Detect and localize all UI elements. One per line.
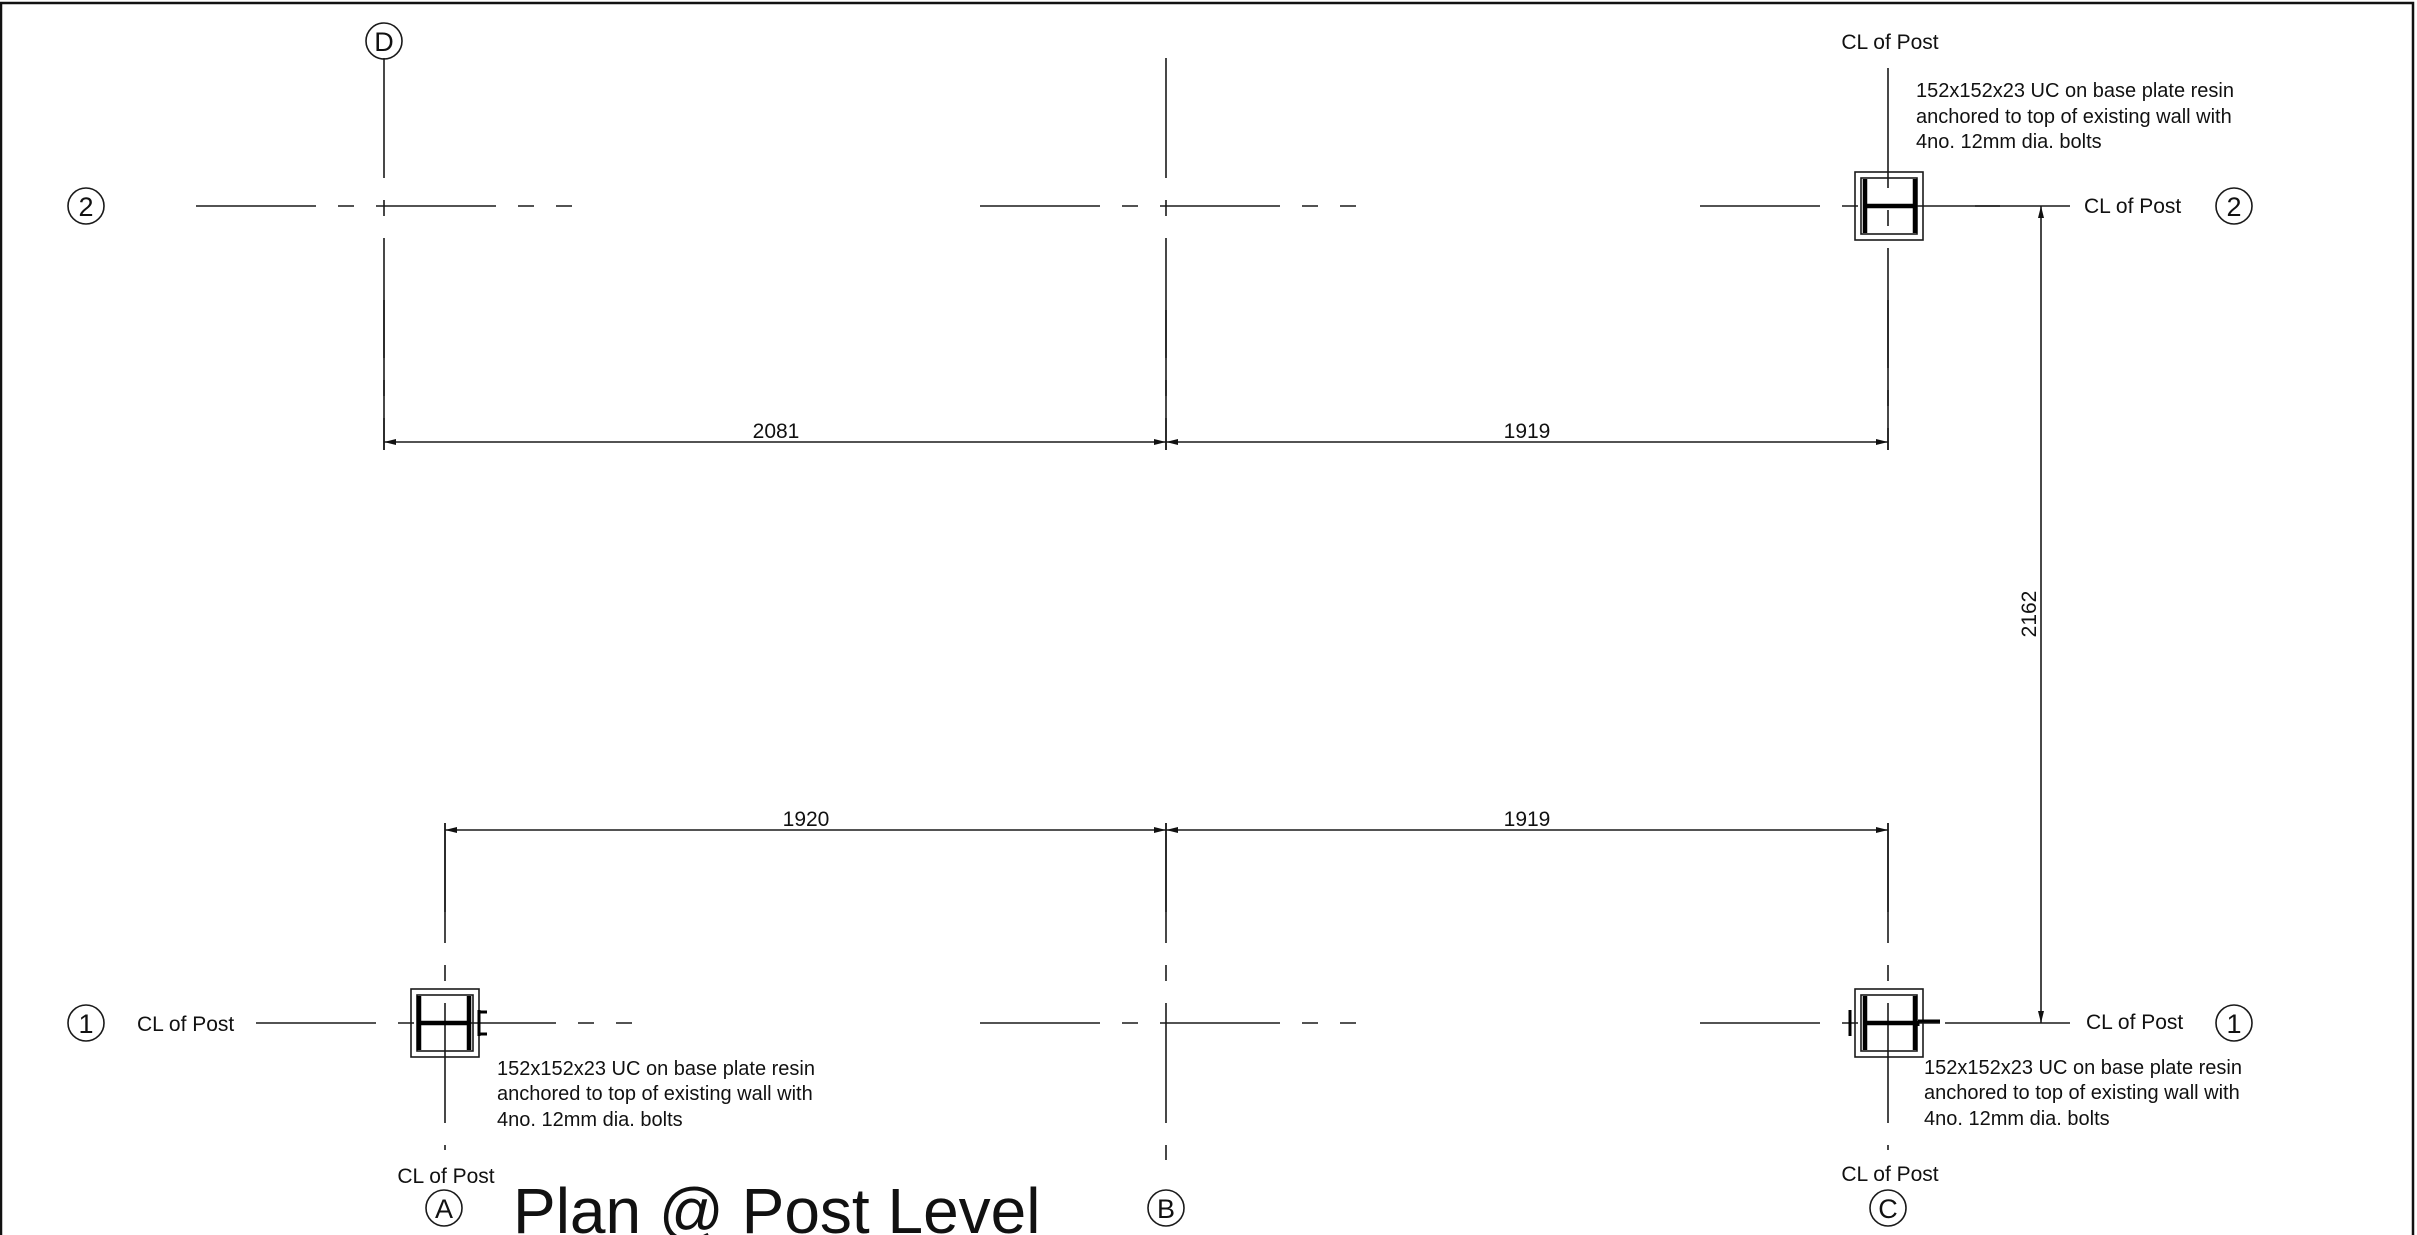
dimension-bottom-left: 1920 (444, 808, 1166, 912)
svg-text:1920: 1920 (783, 808, 830, 831)
cl-label-row-1-right: CL of Post (2086, 1011, 2183, 1034)
dimension-top-left: 2081 (383, 300, 1166, 450)
grid-bubble-D: D (365, 22, 403, 60)
svg-text:152x152x23 UC on base plate re: 152x152x23 UC on base plate resin (497, 1058, 815, 1080)
note-bottom-left: 152x152x23 UC on base plate resin anchor… (497, 1058, 815, 1131)
note-top-right: 152x152x23 UC on base plate resin anchor… (1916, 80, 2234, 153)
svg-text:4no. 12mm dia. bolts: 4no. 12mm dia. bolts (497, 1109, 683, 1131)
grid-bubble-A: A (425, 1189, 463, 1227)
svg-text:4no. 12mm dia. bolts: 4no. 12mm dia. bolts (1916, 131, 2102, 153)
svg-text:C: C (1878, 1194, 1898, 1224)
post-top-right (1854, 171, 1924, 241)
dimension-top-right: 1919 (1165, 300, 1889, 450)
cl-label-row-1-left: CL of Post (137, 1013, 234, 1036)
grid-bubble-C: C (1869, 1189, 1907, 1227)
cl-label-top-post-C: CL of Post (1841, 31, 1938, 54)
svg-text:1919: 1919 (1504, 420, 1551, 443)
grid-bubble-B: B (1147, 1189, 1185, 1227)
grid-bubble-1-left: 1 (67, 1004, 105, 1042)
svg-text:D: D (374, 27, 394, 57)
svg-text:1919: 1919 (1504, 808, 1551, 831)
svg-text:anchored to top of existing wa: anchored to top of existing wall with (1924, 1082, 2240, 1104)
note-bottom-right: 152x152x23 UC on base plate resin anchor… (1924, 1057, 2242, 1130)
cl-label-row-2: CL of Post (2084, 195, 2181, 218)
grid-bubble-1-right: 1 (2215, 1004, 2253, 1042)
drawing-title: Plan @ Post Level (513, 1175, 1040, 1235)
svg-text:2162: 2162 (2018, 591, 2041, 638)
svg-text:152x152x23 UC on base plate re: 152x152x23 UC on base plate resin (1916, 80, 2234, 102)
grid-bubble-2-left: 2 (67, 187, 105, 225)
svg-text:2: 2 (2226, 192, 2241, 222)
dimension-bottom-right: 1919 (1165, 808, 1889, 912)
grid-bubble-2-right: 2 (2215, 187, 2253, 225)
cl-label-bottom-post-A: CL of Post (397, 1165, 494, 1188)
svg-text:anchored to top of existing wa: anchored to top of existing wall with (1916, 106, 2232, 128)
svg-text:152x152x23 UC on base plate re: 152x152x23 UC on base plate resin (1924, 1057, 2242, 1079)
svg-text:A: A (435, 1194, 453, 1224)
svg-text:1: 1 (2226, 1009, 2241, 1039)
dimension-vertical-right: 2162 (2018, 206, 2044, 1023)
svg-text:anchored to top of existing wa: anchored to top of existing wall with (497, 1083, 813, 1105)
svg-text:1: 1 (78, 1009, 93, 1039)
svg-text:2081: 2081 (753, 420, 800, 443)
svg-text:2: 2 (78, 192, 93, 222)
post-bottom-left (410, 988, 487, 1058)
cl-label-bottom-post-C: CL of Post (1841, 1163, 1938, 1186)
svg-text:4no. 12mm dia. bolts: 4no. 12mm dia. bolts (1924, 1108, 2110, 1130)
post-bottom-right (1848, 988, 1940, 1058)
svg-text:B: B (1157, 1194, 1175, 1224)
